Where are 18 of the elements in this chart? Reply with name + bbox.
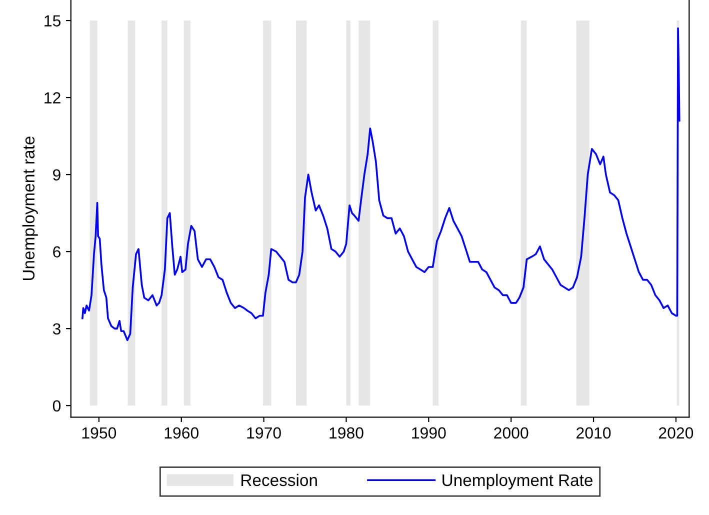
y-tick-label: 3: [52, 323, 60, 335]
y-axis-title: Unemployment rate: [22, 136, 38, 280]
line-series: [82, 27, 680, 342]
y-tick-label: 12: [44, 92, 60, 104]
x-tick-label: 1990: [412, 427, 446, 439]
y-tick-label: 6: [53, 246, 60, 258]
x-tick-label: 1980: [330, 427, 364, 439]
legend-label: Unemployment Rate: [442, 474, 592, 490]
x-tick-label: 2000: [494, 427, 528, 439]
y-tick-label: 0: [52, 400, 61, 412]
legend-label: Recession: [242, 474, 317, 486]
y-tick-label: 15: [44, 15, 61, 26]
x-tick-label: 2020: [659, 427, 694, 439]
x-tick-label: 2010: [576, 427, 611, 439]
y-tick-label: 9: [53, 169, 60, 181]
x-tick-label: 1970: [247, 427, 281, 439]
x-tick-label: 1960: [164, 427, 199, 439]
x-tick-label: 1950: [82, 427, 116, 439]
